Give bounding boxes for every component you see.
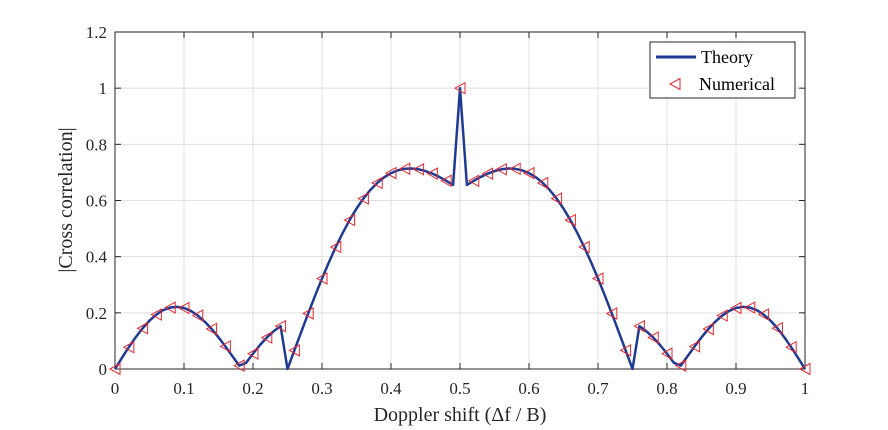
x-tick-label: 0.2 — [242, 379, 263, 398]
y-tick-labels: 0 0.2 0.4 0.6 0.8 1 1.2 — [86, 23, 108, 379]
x-tick-label: 1 — [801, 379, 810, 398]
numerical-point — [122, 340, 135, 354]
numerical-point — [798, 362, 811, 376]
numerical-point — [647, 331, 659, 344]
numerical-point — [771, 321, 783, 335]
numerical-point — [384, 166, 397, 180]
numerical-point — [633, 319, 645, 333]
axes-box — [114, 31, 806, 370]
numerical-point — [688, 340, 701, 353]
numerical-point — [660, 347, 673, 360]
theory-line — [113, 86, 807, 371]
y-tick-label: 0.4 — [86, 248, 108, 267]
numerical-point — [315, 272, 328, 285]
x-tick-label: 0.4 — [380, 379, 402, 398]
legend-theory-label: Theory — [701, 47, 753, 67]
numerical-point — [453, 81, 466, 95]
numerical-point — [591, 272, 604, 285]
numerical-point — [495, 162, 507, 176]
numerical-point — [536, 176, 549, 190]
numerical-point — [164, 301, 176, 314]
numerical-series — [108, 81, 811, 376]
numerical-point — [205, 322, 218, 336]
numerical-point — [619, 344, 632, 357]
x-tick-label: 0 — [111, 379, 120, 398]
y-tick-label: 0 — [99, 360, 108, 379]
y-tick-label: 0.6 — [86, 192, 107, 211]
numerical-point — [177, 301, 190, 315]
y-axis-label: |Cross correlation| — [55, 127, 77, 272]
y-tick-label: 1.2 — [86, 23, 107, 42]
numerical-point — [702, 322, 714, 336]
numerical-point — [467, 174, 480, 188]
x-axis-label: Doppler shift (Δf / B) — [374, 404, 547, 426]
x-tick-labels: 0 0.1 0.2 0.3 0.4 0.5 0.6 0.7 0.8 0.9 1 — [111, 379, 810, 398]
legend-numerical-swatch — [668, 77, 681, 91]
numerical-point — [288, 344, 300, 357]
numerical-point — [440, 174, 452, 188]
x-tick-label: 0.3 — [311, 379, 332, 398]
x-tick-label: 0.8 — [656, 379, 677, 398]
numerical-point — [357, 192, 369, 205]
numerical-point — [371, 176, 383, 190]
x-tick-label: 0.9 — [725, 379, 746, 398]
numerical-point — [785, 340, 797, 354]
y-tick-label: 1 — [99, 79, 108, 98]
numerical-point — [302, 307, 314, 320]
numerical-point — [757, 308, 770, 321]
numerical-point — [246, 347, 259, 360]
x-tick-label: 0.5 — [449, 379, 470, 398]
numerical-point — [716, 309, 728, 322]
numerical-point — [550, 192, 563, 205]
numerical-point — [605, 307, 618, 320]
legend: Theory Numerical — [649, 41, 796, 99]
numerical-point — [136, 321, 149, 335]
y-tick-label: 0.8 — [86, 135, 107, 154]
theory-series — [113, 86, 807, 371]
numerical-point — [509, 162, 521, 176]
numerical-point — [522, 166, 535, 180]
x-tick-label: 0.7 — [587, 379, 609, 398]
numerical-point — [729, 301, 742, 315]
numerical-point — [260, 331, 273, 344]
numerical-point — [150, 308, 162, 321]
numerical-point — [481, 167, 494, 180]
y-tick-label: 0.2 — [86, 304, 107, 323]
numerical-point — [578, 240, 590, 254]
numerical-point — [191, 309, 204, 322]
numerical-point — [743, 301, 756, 314]
numerical-point — [233, 359, 245, 372]
legend-numerical-label: Numerical — [699, 74, 775, 94]
numerical-point — [274, 319, 287, 333]
numerical-point — [108, 362, 121, 376]
x-tick-label: 0.1 — [173, 379, 194, 398]
numerical-point — [398, 162, 411, 176]
numerical-point — [412, 162, 425, 176]
numerical-point — [343, 213, 356, 227]
axes — [114, 31, 806, 370]
legend-box — [649, 41, 796, 99]
numerical-point — [219, 340, 231, 353]
numerical-point — [674, 359, 687, 372]
x-tick-label: 0.6 — [518, 379, 539, 398]
numerical-point — [329, 240, 342, 254]
numerical-point — [564, 213, 576, 227]
numerical-point — [426, 167, 438, 180]
